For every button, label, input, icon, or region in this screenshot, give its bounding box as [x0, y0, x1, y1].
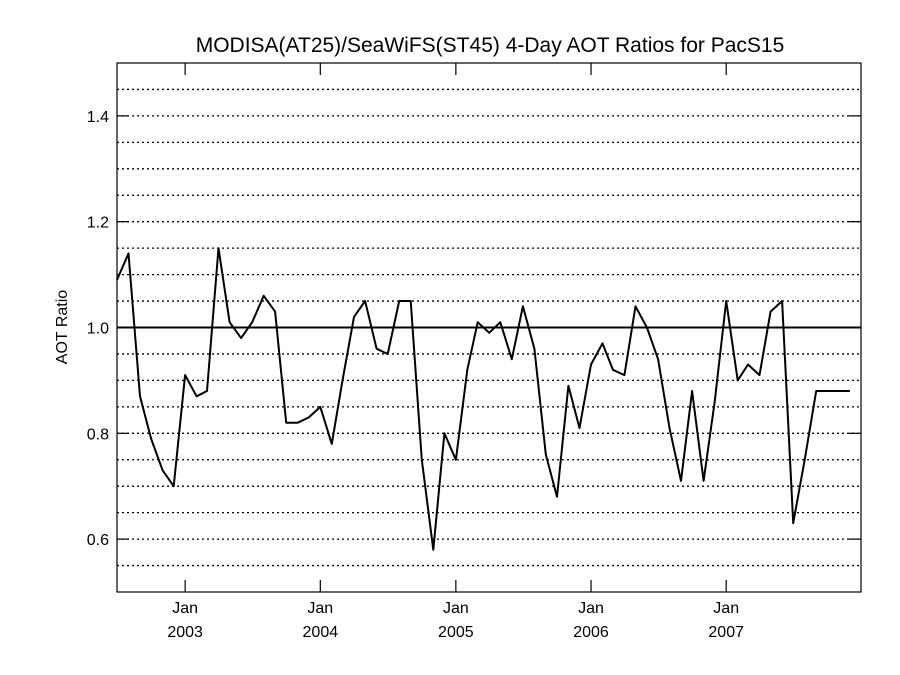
chart-title: MODISA(AT25)/SeaWiFS(ST45) 4-Day AOT Rat…: [196, 34, 785, 57]
aot-ratio-series-line: [116, 247, 850, 551]
y-tick-label: 0.6: [87, 532, 109, 549]
x-tick-year-label: 2005: [438, 624, 474, 641]
x-tick-labels: Jan 2003 Jan 2004 Jan 2005 Jan 2006 Jan 2007: [167, 600, 744, 641]
x-tick-year-label: 2006: [573, 624, 609, 641]
x-tick-year-label: 2004: [303, 624, 339, 641]
y-axis-label: AOT Ratio: [54, 290, 71, 365]
x-tick-month-label: Jan: [578, 600, 604, 617]
y-tick-label: 0.8: [87, 426, 109, 443]
x-tick-month-label: Jan: [443, 600, 469, 617]
y-tick-label: 1.2: [87, 215, 109, 232]
x-tick-year-label: 2003: [167, 624, 203, 641]
x-tick-year-label: 2007: [708, 624, 744, 641]
x-tick-month-label: Jan: [713, 600, 739, 617]
axis-ticks: [117, 63, 861, 592]
x-tick-month-label: Jan: [172, 600, 198, 617]
y-tick-label: 1.0: [87, 321, 109, 338]
x-tick-month-label: Jan: [307, 600, 333, 617]
y-tick-labels: 0.6 0.8 1.0 1.2 1.4: [87, 109, 109, 549]
y-tick-label: 1.4: [87, 109, 109, 126]
